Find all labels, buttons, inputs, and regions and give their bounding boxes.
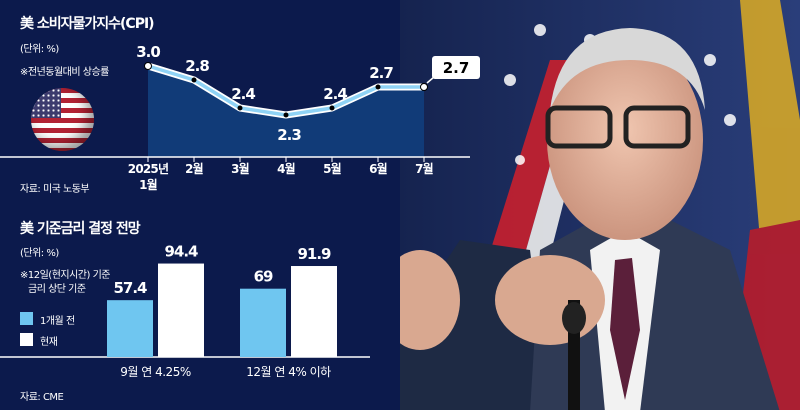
legend-swatch-prev — [20, 312, 33, 325]
bar-now — [158, 263, 204, 357]
cpi-point — [191, 77, 197, 83]
bar-category-label: 9월 연 4.25% — [120, 365, 191, 379]
rate-source: 자료: CME — [20, 392, 64, 403]
cpi-point — [283, 112, 289, 118]
legend-label-prev: 1개월 전 — [40, 316, 75, 327]
cpi-point — [420, 83, 428, 91]
cpi-x-label: 7월 — [415, 161, 434, 176]
cpi-value-label: 2.3 — [277, 126, 301, 144]
rate-chart-title: 美 기준금리 결정 전망 — [20, 221, 141, 237]
cpi-value-label: 2.4 — [323, 85, 347, 103]
cpi-point — [237, 105, 243, 111]
cpi-x-label: 4월 — [277, 161, 296, 176]
bar-prev — [240, 288, 286, 357]
bar-value-label: 69 — [254, 268, 273, 286]
cpi-chart-title: 美 소비자물가지수(CPI) — [20, 16, 155, 32]
cpi-x-label: 6월 — [369, 161, 388, 176]
rate-bar-chart: 57.4 94.4 9월 연 4.25% 69 91.9 12월 연 4% 이하 — [0, 243, 370, 379]
cpi-value-label: 2.4 — [231, 85, 255, 103]
cpi-x-label: 2월 — [185, 161, 204, 176]
callout-box — [432, 56, 480, 79]
bar-value-label: 94.4 — [164, 243, 198, 261]
rate-unit: (단위: %) — [20, 248, 59, 259]
rate-note-1: ※12일(현지시간) 기준 — [20, 270, 111, 281]
bar-category-label: 12월 연 4% 이하 — [246, 365, 331, 379]
cpi-x-label: 3월 — [231, 161, 250, 176]
legend-label-now: 현재 — [40, 337, 58, 348]
cpi-area — [148, 66, 424, 157]
legend-swatch-now — [20, 333, 33, 346]
bar-value-label: 57.4 — [113, 279, 147, 297]
bottom-border — [0, 410, 800, 417]
cpi-point — [329, 105, 335, 111]
cpi-value-label: 2.7 — [369, 64, 393, 82]
cpi-unit: (단위: %) — [20, 44, 59, 55]
cpi-x-label: 1월 — [139, 177, 158, 192]
cpi-latest-label: 2.7 — [443, 59, 470, 77]
cpi-value-label: 3.0 — [136, 43, 160, 61]
cpi-x-label: 2025년 — [128, 162, 169, 176]
cpi-x-label: 5월 — [323, 161, 342, 176]
cpi-value-label: 2.8 — [185, 57, 209, 75]
bar-prev — [107, 300, 153, 357]
cpi-source: 자료: 미국 노동부 — [20, 184, 90, 195]
cpi-note: ※전년동월대비 상승률 — [20, 67, 109, 78]
rate-note-2: 금리 상단 기준 — [28, 284, 86, 295]
cpi-point — [144, 62, 152, 70]
cpi-point — [375, 84, 381, 90]
bar-now — [291, 266, 337, 357]
bar-value-label: 91.9 — [297, 245, 331, 263]
photo-speaker — [400, 0, 800, 412]
